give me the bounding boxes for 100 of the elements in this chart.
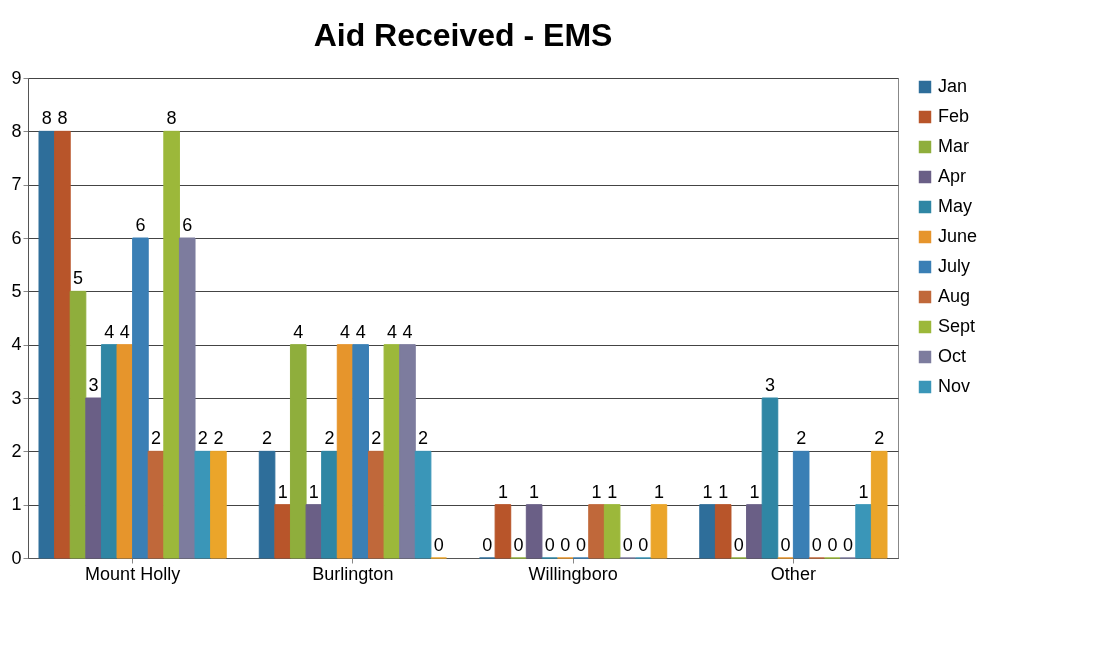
data-label: 3 — [88, 375, 99, 395]
data-label: 0 — [827, 535, 838, 555]
data-label: 4 — [386, 321, 397, 342]
data-label: 2 — [197, 428, 208, 449]
data-label: 0 — [622, 535, 633, 555]
data-label: 5 — [73, 268, 84, 289]
bar — [603, 504, 621, 559]
legend-label: Feb — [938, 106, 970, 126]
bar — [588, 504, 605, 559]
bar — [414, 450, 432, 559]
bar — [352, 344, 369, 559]
data-label: 0 — [482, 535, 493, 555]
bar — [194, 450, 212, 559]
data-label: 8 — [166, 108, 177, 129]
y-tick-label: 6 — [11, 227, 22, 248]
bar — [69, 290, 87, 559]
y-tick-label: 1 — [11, 494, 22, 515]
legend-label: Apr — [938, 166, 967, 186]
data-label: 2 — [874, 428, 885, 449]
bar — [163, 130, 180, 559]
y-tick-label: 3 — [11, 387, 22, 408]
bar — [38, 130, 56, 559]
bar — [54, 130, 71, 559]
bar — [305, 504, 323, 559]
data-label: 4 — [340, 321, 351, 342]
data-label: 6 — [182, 215, 193, 235]
data-label: 2 — [213, 428, 224, 449]
bar — [870, 450, 888, 559]
data-label: 1 — [277, 481, 288, 502]
data-label: 0 — [638, 535, 649, 555]
data-label: 1 — [653, 481, 664, 502]
data-label: 8 — [57, 108, 68, 129]
legend-label: June — [938, 226, 978, 246]
bar — [132, 237, 149, 559]
bar — [274, 504, 291, 559]
data-label: 4 — [104, 321, 115, 342]
y-tick-label: 4 — [11, 334, 22, 355]
legend-label: Mar — [938, 136, 969, 156]
y-tick-label: 7 — [11, 174, 22, 195]
data-label: 0 — [780, 535, 791, 555]
legend-label: May — [938, 196, 973, 216]
legend-label: Aug — [938, 286, 971, 306]
data-label: 4 — [355, 321, 366, 342]
legend-label: Nov — [938, 376, 971, 396]
chart-title: Aid Received - EMS — [313, 17, 613, 53]
bar — [178, 237, 196, 559]
data-label: 1 — [718, 481, 729, 502]
data-label: 2 — [324, 428, 335, 449]
data-label: 2 — [371, 428, 382, 449]
data-label: 0 — [433, 535, 444, 555]
y-tick-label: 0 — [11, 547, 22, 568]
data-label: 1 — [529, 481, 540, 502]
data-label: 6 — [135, 215, 146, 235]
bar — [761, 397, 779, 559]
y-tick-label: 2 — [11, 440, 22, 461]
x-tick-label: Other — [770, 563, 816, 584]
bar — [321, 450, 338, 559]
legend-label: July — [938, 256, 971, 276]
data-label: 2 — [151, 428, 162, 449]
x-tick-label: Burlington — [312, 563, 394, 584]
data-label: 4 — [402, 321, 413, 342]
data-label: 1 — [858, 481, 869, 502]
bar — [336, 344, 354, 559]
bar — [792, 450, 810, 559]
bar — [494, 504, 512, 559]
bar — [100, 344, 118, 559]
legend-label: Oct — [938, 346, 967, 366]
legend-label: Jan — [938, 76, 968, 96]
bar — [855, 504, 872, 559]
bar — [699, 504, 716, 559]
data-label: 0 — [544, 535, 555, 555]
data-label: 2 — [418, 428, 429, 449]
data-label: 0 — [560, 535, 571, 555]
bar — [258, 450, 276, 559]
bar — [383, 344, 401, 559]
y-tick-label: 9 — [11, 67, 22, 88]
data-label: 1 — [591, 481, 602, 502]
bar — [367, 450, 385, 559]
data-label: 0 — [575, 535, 586, 555]
x-tick-label: Mount Holly — [85, 563, 181, 584]
legend-label: Sept — [938, 316, 976, 336]
data-label: 1 — [308, 481, 319, 502]
bar — [85, 397, 102, 559]
bar — [147, 450, 165, 559]
data-label: 0 — [811, 535, 822, 555]
data-label: 1 — [702, 481, 713, 502]
data-label: 0 — [733, 535, 744, 555]
y-tick-label: 8 — [11, 120, 22, 141]
data-label: 3 — [764, 375, 775, 395]
data-label: 0 — [513, 535, 524, 555]
data-label: 4 — [293, 321, 304, 342]
data-label: 0 — [842, 535, 853, 555]
x-tick-label: Willingboro — [528, 563, 618, 584]
bar — [399, 344, 416, 559]
bar — [746, 504, 763, 559]
data-label: 2 — [796, 428, 807, 449]
data-label: 1 — [497, 481, 508, 502]
data-label: 1 — [607, 481, 618, 502]
y-tick-label: 5 — [11, 280, 22, 301]
data-label: 8 — [41, 108, 52, 129]
